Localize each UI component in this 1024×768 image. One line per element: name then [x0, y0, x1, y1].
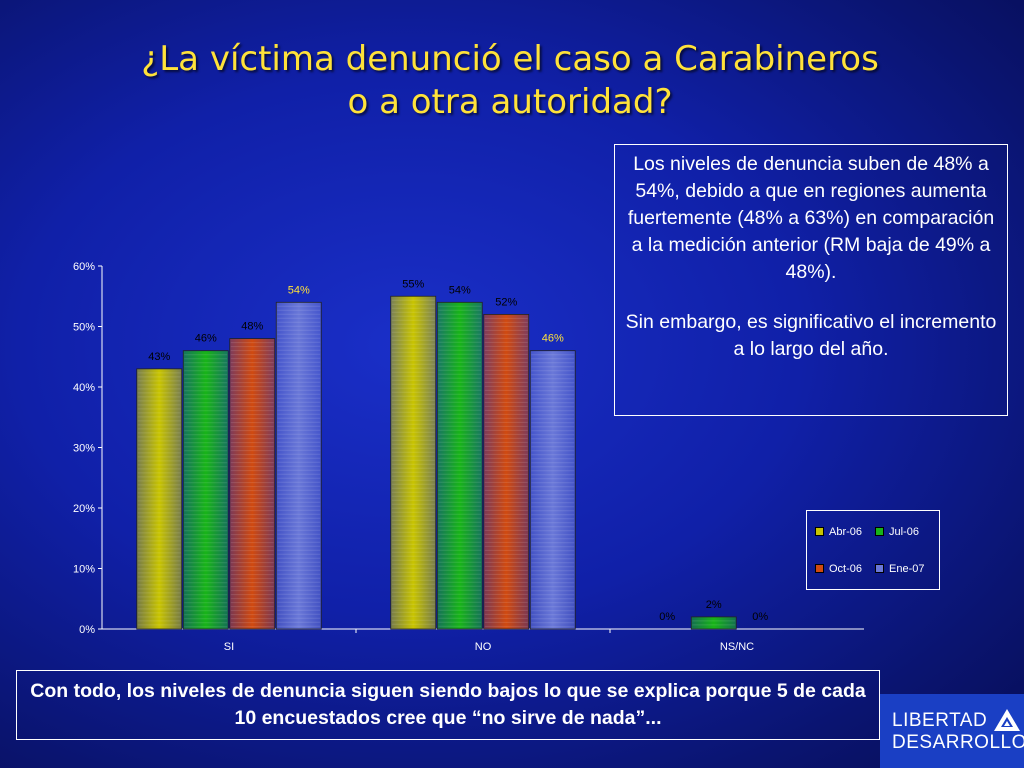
- y-tick-label: 50%: [73, 322, 95, 334]
- bar-oct-06-no: [483, 313, 530, 630]
- data-label: 55%: [402, 278, 424, 290]
- legend-item-jul-06: Jul-06: [875, 513, 935, 550]
- category-label: NS/NC: [720, 641, 754, 653]
- data-label: 43%: [148, 351, 170, 363]
- bar-ene-07-si: [275, 301, 322, 630]
- y-tick-label: 40%: [73, 382, 95, 394]
- legend-swatch: [815, 527, 824, 536]
- commentary-paragraph-2: Sin embargo, es significativo el increme…: [625, 311, 997, 360]
- logo-line-2: DESARROLLO: [892, 732, 1024, 753]
- legend-label: Oct-06: [829, 562, 863, 575]
- y-tick-label: 60%: [73, 261, 95, 273]
- bar-jul-06-nsnc: [690, 616, 737, 630]
- data-label: 46%: [542, 333, 564, 345]
- chart-legend: Abr-06 Jul-06 Oct-06 Ene-07: [806, 510, 940, 590]
- bar-jul-06-no: [436, 301, 483, 630]
- commentary-paragraph-1: Los niveles de denuncia suben de 48% a 5…: [627, 153, 995, 283]
- data-label: 54%: [449, 284, 471, 296]
- bar-ene-07-no: [529, 350, 576, 630]
- data-label: 0%: [659, 611, 675, 623]
- y-tick-label: 30%: [73, 443, 95, 455]
- conclusion-box: Con todo, los niveles de denuncia siguen…: [16, 670, 880, 740]
- legend-item-oct-06: Oct-06: [815, 550, 875, 587]
- legend-swatch: [875, 527, 884, 536]
- slide-title: ¿La víctima denunció el caso a Carabiner…: [40, 38, 980, 124]
- data-label: 2%: [706, 599, 722, 611]
- legend-label: Jul-06: [889, 525, 919, 538]
- category-label: SI: [224, 641, 234, 653]
- triangle-logo-icon: [994, 709, 1021, 731]
- title-line-1: ¿La víctima denunció el caso a Carabiner…: [141, 39, 879, 79]
- title-line-2: o a otra autoridad?: [347, 82, 673, 122]
- bar-abr-06-no: [390, 295, 437, 630]
- data-label: 0%: [752, 611, 768, 623]
- legend-item-abr-06: Abr-06: [815, 513, 875, 550]
- legend-item-ene-07: Ene-07: [875, 550, 935, 587]
- logo-line-1: LIBERTAD: [892, 710, 988, 731]
- legend-label: Abr-06: [829, 525, 863, 538]
- legend-swatch: [815, 564, 824, 573]
- y-tick-label: 20%: [73, 503, 95, 515]
- bar-abr-06-si: [136, 368, 183, 630]
- legend-swatch: [875, 564, 884, 573]
- brand-logo: LIBERTAD DESARROLLO: [880, 694, 1024, 768]
- y-tick-label: 10%: [73, 564, 95, 576]
- bar-jul-06-si: [182, 350, 229, 630]
- data-label: 46%: [195, 333, 217, 345]
- data-label: 48%: [241, 321, 263, 333]
- data-label: 54%: [288, 284, 310, 296]
- commentary-box: Los niveles de denuncia suben de 48% a 5…: [614, 144, 1008, 416]
- data-label: 52%: [495, 296, 517, 308]
- legend-label: Ene-07: [889, 562, 925, 575]
- category-label: NO: [475, 641, 492, 653]
- y-tick-label: 0%: [79, 624, 95, 636]
- bar-oct-06-si: [229, 338, 276, 630]
